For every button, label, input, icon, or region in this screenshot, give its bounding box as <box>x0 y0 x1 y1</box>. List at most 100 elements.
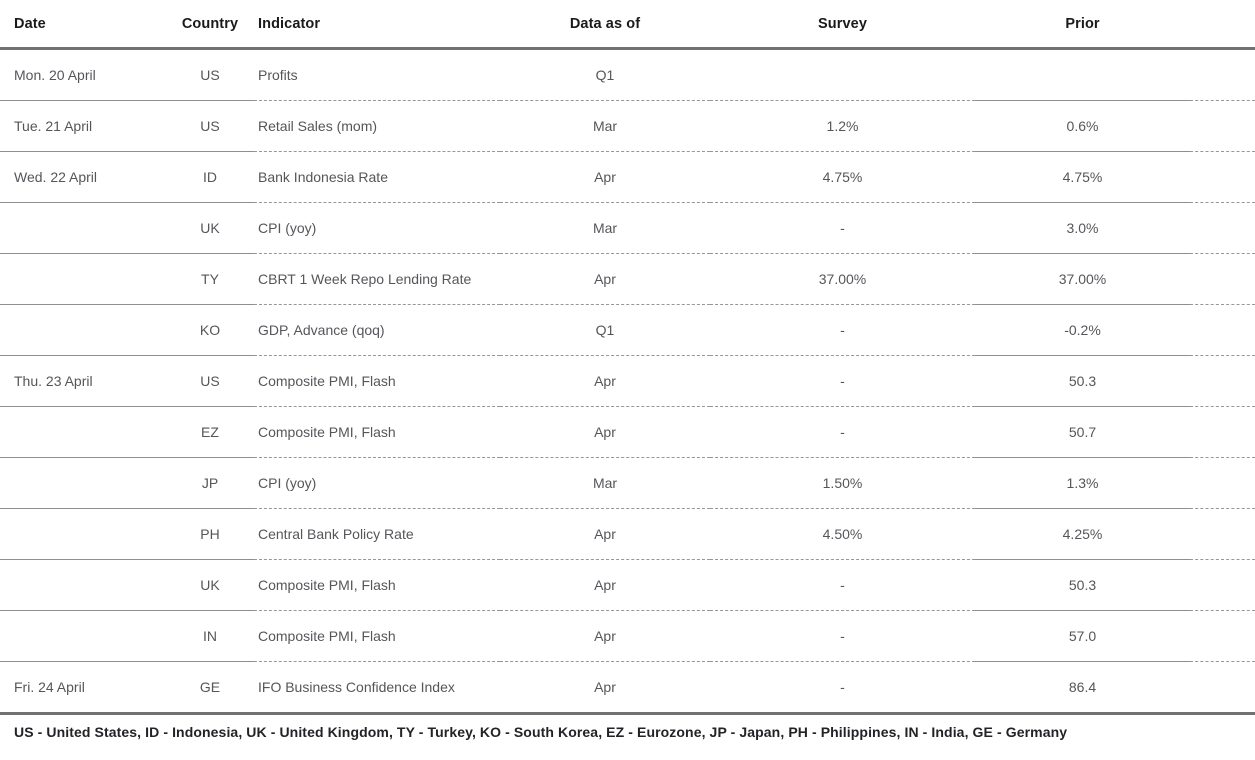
cell-prior: 37.00% <box>975 253 1190 305</box>
cell-indicator: Central Bank Policy Rate <box>254 508 500 560</box>
cell-trailing <box>1190 508 1255 560</box>
cell-indicator: Composite PMI, Flash <box>254 610 500 662</box>
cell-survey: 4.75% <box>710 151 975 203</box>
cell-survey: 4.50% <box>710 508 975 560</box>
cell-prior: 0.6% <box>975 100 1190 152</box>
cell-prior: 50.3 <box>975 559 1190 611</box>
cell-country: UK <box>166 202 254 254</box>
cell-data-as-of: Apr <box>500 508 710 560</box>
cell-country: US <box>166 100 254 152</box>
cell-indicator: GDP, Advance (qoq) <box>254 304 500 356</box>
table-row: Tue. 21 April US Retail Sales (mom) Mar … <box>0 100 1255 152</box>
cell-date <box>0 202 166 254</box>
cell-indicator: CPI (yoy) <box>254 457 500 509</box>
cell-country: EZ <box>166 406 254 458</box>
cell-trailing <box>1190 662 1255 713</box>
cell-survey: 1.50% <box>710 457 975 509</box>
column-header-indicator: Indicator <box>254 0 500 50</box>
cell-survey: - <box>710 559 975 611</box>
cell-data-as-of: Apr <box>500 253 710 305</box>
cell-trailing <box>1190 202 1255 254</box>
cell-survey: 37.00% <box>710 253 975 305</box>
cell-prior: 57.0 <box>975 610 1190 662</box>
table-row: TY CBRT 1 Week Repo Lending Rate Apr 37.… <box>0 253 1255 305</box>
cell-survey: - <box>710 304 975 356</box>
cell-date <box>0 559 166 611</box>
cell-date: Mon. 20 April <box>0 48 166 101</box>
cell-indicator: Retail Sales (mom) <box>254 100 500 152</box>
cell-trailing <box>1190 253 1255 305</box>
cell-trailing <box>1190 406 1255 458</box>
cell-data-as-of: Mar <box>500 202 710 254</box>
cell-date <box>0 610 166 662</box>
cell-survey: - <box>710 355 975 407</box>
economic-calendar-table: Date Country Indicator Data as of Survey… <box>0 0 1255 713</box>
cell-date: Fri. 24 April <box>14 679 85 695</box>
cell-prior: 50.7 <box>975 406 1190 458</box>
column-header-country: Country <box>166 0 254 50</box>
header-row: Date Country Indicator Data as of Survey… <box>0 0 1255 50</box>
cell-prior: -0.2% <box>975 304 1190 356</box>
table-row: Fri. 24 April GE IFO Business Confidence… <box>0 662 1255 713</box>
cell-indicator: Profits <box>254 48 500 101</box>
column-header-date: Date <box>0 0 166 50</box>
cell-data-as-of: Mar <box>500 100 710 152</box>
cell-data-as-of: Apr <box>500 355 710 407</box>
cell-data-as-of: Apr <box>500 151 710 203</box>
cell-date: Tue. 21 April <box>0 100 166 152</box>
cell-country: UK <box>166 559 254 611</box>
cell-date <box>0 457 166 509</box>
cell-survey: 1.2% <box>710 100 975 152</box>
cell-country: JP <box>166 457 254 509</box>
cell-country: GE <box>199 679 221 695</box>
country-codes-footnote: US - United States, ID - Indonesia, UK -… <box>0 712 1255 752</box>
cell-data-as-of: Mar <box>500 457 710 509</box>
table-row: IN Composite PMI, Flash Apr - 57.0 <box>0 610 1255 662</box>
cell-trailing <box>1190 559 1255 611</box>
cell-prior: 1.3% <box>975 457 1190 509</box>
cell-indicator: IFO Business Confidence Index <box>258 678 455 695</box>
cell-indicator: Composite PMI, Flash <box>254 406 500 458</box>
cell-data-as-of: Apr <box>500 559 710 611</box>
table-row: Wed. 22 April ID Bank Indonesia Rate Apr… <box>0 151 1255 203</box>
cell-country: ID <box>166 151 254 203</box>
column-header-trailing <box>1190 0 1255 50</box>
cell-date <box>0 253 166 305</box>
cell-country: IN <box>166 610 254 662</box>
cell-trailing <box>1190 151 1255 203</box>
cell-country: US <box>166 355 254 407</box>
cell-survey: - <box>840 679 845 695</box>
column-header-prior: Prior <box>975 0 1190 50</box>
table-row: Thu. 23 April US Composite PMI, Flash Ap… <box>0 355 1255 407</box>
cell-prior: 3.0% <box>975 202 1190 254</box>
cell-indicator: Composite PMI, Flash <box>254 355 500 407</box>
cell-date <box>0 304 166 356</box>
table-row: EZ Composite PMI, Flash Apr - 50.7 <box>0 406 1255 458</box>
cell-indicator: CBRT 1 Week Repo Lending Rate <box>254 253 500 305</box>
cell-data-as-of: Apr <box>500 610 710 662</box>
cell-data-as-of: Q1 <box>500 304 710 356</box>
cell-trailing <box>1190 457 1255 509</box>
column-header-data-as-of: Data as of <box>500 0 710 50</box>
table-header: Date Country Indicator Data as of Survey… <box>0 0 1255 50</box>
cell-country: KO <box>166 304 254 356</box>
cell-indicator: CPI (yoy) <box>254 202 500 254</box>
table-row: Mon. 20 April US Profits Q1 <box>0 48 1255 101</box>
cell-data-as-of: Q1 <box>500 48 710 101</box>
cell-country: US <box>166 48 254 101</box>
cell-country: TY <box>166 253 254 305</box>
cell-prior: 86.4 <box>1068 679 1097 695</box>
cell-indicator: Bank Indonesia Rate <box>254 151 500 203</box>
cell-date: Wed. 22 April <box>0 151 166 203</box>
table-row: KO GDP, Advance (qoq) Q1 - -0.2% <box>0 304 1255 356</box>
table-body: Mon. 20 April US Profits Q1 Tue. 21 Apri… <box>0 48 1255 713</box>
cell-prior: 50.3 <box>975 355 1190 407</box>
cell-trailing <box>1190 610 1255 662</box>
cell-trailing <box>1190 355 1255 407</box>
table-row: UK CPI (yoy) Mar - 3.0% <box>0 202 1255 254</box>
cell-trailing <box>1190 304 1255 356</box>
cell-data-as-of: Apr <box>500 406 710 458</box>
cell-trailing <box>1190 48 1255 101</box>
cell-prior: 4.25% <box>975 508 1190 560</box>
table-row: JP CPI (yoy) Mar 1.50% 1.3% <box>0 457 1255 509</box>
